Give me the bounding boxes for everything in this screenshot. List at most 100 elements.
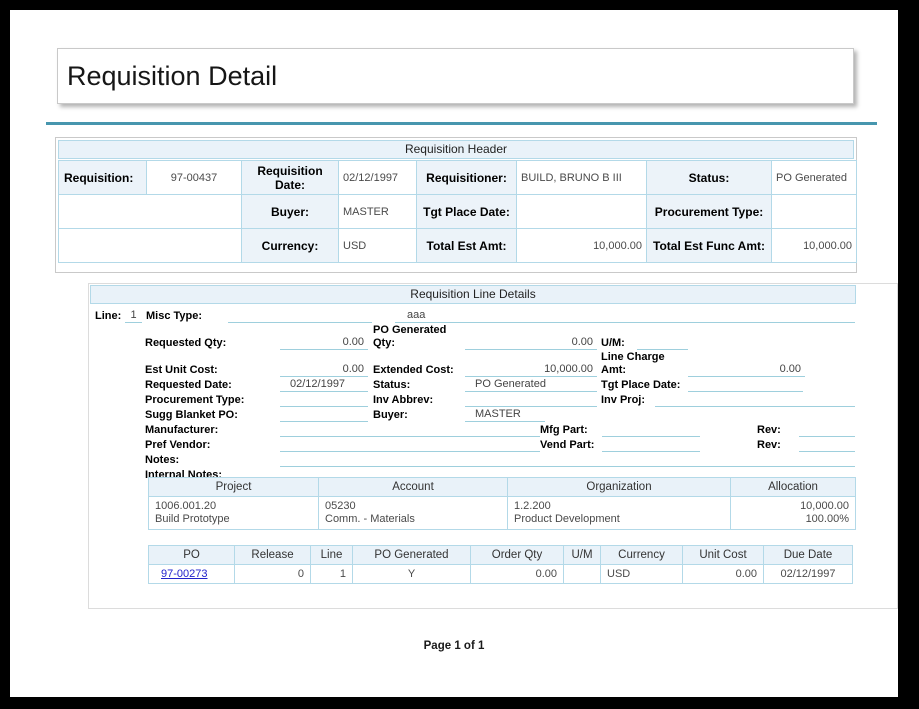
inv-abbrev-value <box>465 393 597 407</box>
allocation-project-cell: 1006.001.20 Build Prototype <box>148 496 319 530</box>
procurement-type-value <box>771 194 857 229</box>
requisition-line-details-section: Requisition Line Details Line: 1 Misc Ty… <box>88 283 898 609</box>
field-row-line-misc: Line: 1 Misc Type: aaa <box>95 309 855 323</box>
line-charge-amt-value: 0.00 <box>688 363 805 377</box>
requisition-label: Requisition: <box>58 160 147 195</box>
po-table-data-row: 97-00273 0 1 Y 0.00 USD 0.00 02/12/1997 <box>148 564 853 584</box>
po-header-um: U/M <box>563 545 601 565</box>
po-table: PO Release Line PO Generated Order Qty U… <box>148 545 853 584</box>
page-footer: Page 1 of 1 <box>423 640 485 652</box>
requested-date-value: 02/12/1997 <box>280 378 368 392</box>
po-header-unit-cost: Unit Cost <box>682 545 764 565</box>
line-status-value: PO Generated <box>465 378 597 392</box>
inv-proj-value <box>655 393 855 407</box>
misc-type-value <box>228 309 372 323</box>
po-header-release: Release <box>234 545 311 565</box>
header-empty-cell <box>58 228 242 263</box>
field-row-procurement: Procurement Type: Inv Abbrev: Inv Proj: <box>95 393 855 407</box>
po-header-line: Line <box>310 545 353 565</box>
mfg-part-label: Mfg Part: <box>540 424 588 436</box>
line-procurement-type-value <box>280 393 368 407</box>
line-buyer-label: Buyer: <box>373 409 408 421</box>
notes-value <box>280 453 855 467</box>
requisitioner-value: BUILD, BRUNO B III <box>516 160 647 195</box>
line-procurement-type-label: Procurement Type: <box>145 394 245 406</box>
line-tgt-place-date-label: Tgt Place Date: <box>601 379 681 391</box>
allocation-amount-cell: 10,000.00 100.00% <box>730 496 856 530</box>
vend-part-label: Vend Part: <box>540 439 595 451</box>
account-code: 05230 <box>325 500 356 512</box>
requisition-date-value: 02/12/1997 <box>338 160 417 195</box>
title-divider-rule <box>46 122 877 125</box>
project-name: Build Prototype <box>155 513 230 525</box>
allocation-percent: 100.00% <box>805 513 849 525</box>
po-order-qty-cell: 0.00 <box>470 564 564 584</box>
po-um-cell <box>563 564 601 584</box>
total-est-func-amt-value: 10,000.00 <box>771 228 857 263</box>
field-row-costs: Est Unit Cost: 0.00 Extended Cost: 10,00… <box>95 351 855 377</box>
organization-code: 1.2.200 <box>514 500 551 512</box>
po-due-date-cell: 02/12/1997 <box>763 564 853 584</box>
line-tgt-place-date-value <box>688 378 803 392</box>
total-est-amt-label: Total Est Amt: <box>416 228 517 263</box>
pref-vendor-value <box>280 438 540 452</box>
allocation-header-row: Project Account Organization Allocation <box>148 477 856 497</box>
po-line-cell: 1 <box>310 564 353 584</box>
po-generated-qty-label: PO Generated Qty: <box>373 324 465 350</box>
po-header-currency: Currency <box>600 545 683 565</box>
vend-rev-value <box>799 438 855 452</box>
line-status-label: Status: <box>373 379 411 391</box>
misc-type-label: Misc Type: <box>146 310 203 322</box>
buyer-label: Buyer: <box>241 194 339 229</box>
po-table-header-row: PO Release Line PO Generated Order Qty U… <box>148 545 853 565</box>
requested-qty-label: Requested Qty: <box>145 337 227 349</box>
line-details-section-title: Requisition Line Details <box>90 285 856 304</box>
status-value: PO Generated <box>771 160 857 195</box>
vend-part-value <box>602 438 700 452</box>
po-header-po: PO <box>148 545 235 565</box>
organization-name: Product Development <box>514 513 620 525</box>
field-row-quantities: Requested Qty: 0.00 PO Generated Qty: 0.… <box>95 324 855 350</box>
field-row-manufacturer: Manufacturer: Mfg Part: Rev: <box>95 423 855 437</box>
header-row-1: Requisition: 97-00437 Requisition Date: … <box>58 160 857 195</box>
manufacturer-label: Manufacturer: <box>145 424 219 436</box>
header-empty-cell <box>58 194 242 229</box>
total-est-func-amt-label: Total Est Func Amt: <box>646 228 772 263</box>
total-est-amt-value: 10,000.00 <box>516 228 647 263</box>
mfg-rev-label: Rev: <box>757 424 781 436</box>
est-unit-cost-value: 0.00 <box>280 363 368 377</box>
inv-proj-label: Inv Proj: <box>601 394 646 406</box>
notes-label: Notes: <box>145 454 180 466</box>
requisitioner-label: Requisitioner: <box>416 160 517 195</box>
allocation-account-cell: 05230 Comm. - Materials <box>318 496 508 530</box>
line-detail-fields: Line: 1 Misc Type: aaa Requested Qty: 0.… <box>95 309 855 483</box>
extended-cost-value: 10,000.00 <box>465 363 597 377</box>
allocation-header-project: Project <box>148 477 319 497</box>
line-number-value: 1 <box>125 309 142 323</box>
po-number-cell: 97-00273 <box>148 564 235 584</box>
field-row-notes: Notes: <box>95 453 855 467</box>
inv-abbrev-label: Inv Abbrev: <box>373 394 434 406</box>
line-buyer-value: MASTER <box>465 408 545 422</box>
manufacturer-value <box>280 423 540 437</box>
allocation-data-row: 1006.001.20 Build Prototype 05230 Comm. … <box>148 496 856 530</box>
vend-rev-label: Rev: <box>757 439 781 451</box>
po-number-link[interactable]: 97-00273 <box>161 568 208 580</box>
requisition-header-table: Requisition: 97-00437 Requisition Date: … <box>58 160 857 263</box>
requisition-date-label: Requisition Date: <box>241 160 339 195</box>
po-header-order-qty: Order Qty <box>470 545 564 565</box>
field-row-pref-vendor: Pref Vendor: Vend Part: Rev: <box>95 438 855 452</box>
allocation-header-allocation: Allocation <box>730 477 856 497</box>
misc-type-value-2: aaa <box>395 309 855 323</box>
extended-cost-label: Extended Cost: <box>373 364 454 376</box>
buyer-value: MASTER <box>338 194 417 229</box>
header-row-2: Buyer: MASTER Tgt Place Date: Procuremen… <box>58 194 857 229</box>
requested-qty-value: 0.00 <box>280 336 368 350</box>
field-row-dates-status: Requested Date: 02/12/1997 Status: PO Ge… <box>95 378 855 392</box>
po-generated-cell: Y <box>352 564 471 584</box>
procurement-type-label: Procurement Type: <box>646 194 772 229</box>
project-code: 1006.001.20 <box>155 500 217 512</box>
allocation-amount: 10,000.00 <box>800 500 849 512</box>
status-label: Status: <box>646 160 772 195</box>
line-charge-amt-label-line1: Line Charge <box>601 351 665 363</box>
